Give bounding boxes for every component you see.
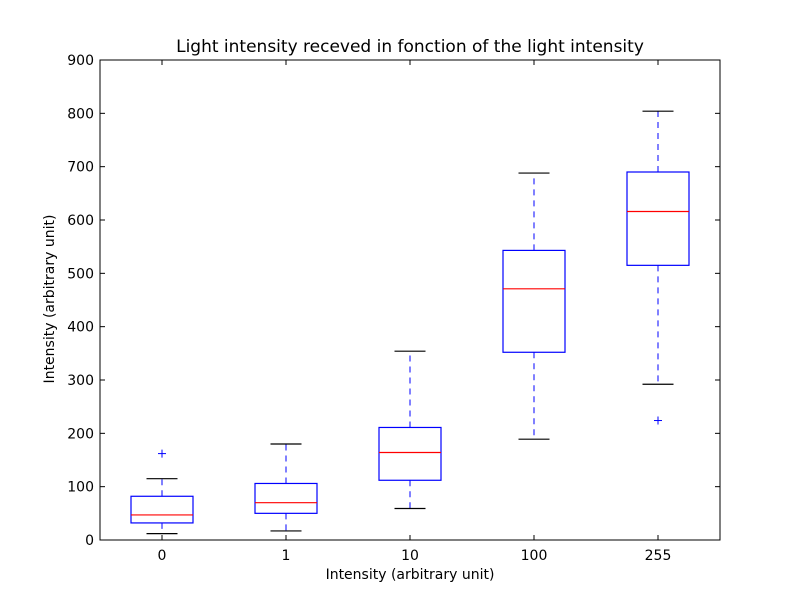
y-tick-label: 0 xyxy=(85,533,94,549)
axes-frame xyxy=(99,59,721,541)
y-tick-label: 900 xyxy=(67,53,94,69)
x-tick-label: 1 xyxy=(282,548,291,564)
y-tick-label: 100 xyxy=(67,480,94,496)
box xyxy=(502,249,566,353)
chart-title: Light intensity receved in fonction of t… xyxy=(176,37,644,57)
y-tick-label: 800 xyxy=(67,106,94,122)
box xyxy=(378,426,442,481)
y-tick-label: 600 xyxy=(67,213,94,229)
y-tick-label: 400 xyxy=(67,320,94,336)
box xyxy=(254,482,318,514)
box xyxy=(130,495,194,524)
y-tick-label: 500 xyxy=(67,266,94,282)
x-axis-label: Intensity (arbitrary unit) xyxy=(326,567,495,583)
box xyxy=(626,171,690,266)
y-tick-label: 200 xyxy=(67,426,94,442)
y-tick-label: 700 xyxy=(67,160,94,176)
x-tick-label: 0 xyxy=(158,548,167,564)
x-tick-label: 10 xyxy=(401,548,419,564)
y-tick-label: 300 xyxy=(67,373,94,389)
x-tick-label: 255 xyxy=(645,548,672,564)
plot-area: 0 100 200 300 400 500 600 700 800 900 0 1 10 100 255 xyxy=(67,53,720,564)
y-axis-label: Intensity (arbitrary unit) xyxy=(42,215,58,384)
x-tick-label: 100 xyxy=(521,548,548,564)
